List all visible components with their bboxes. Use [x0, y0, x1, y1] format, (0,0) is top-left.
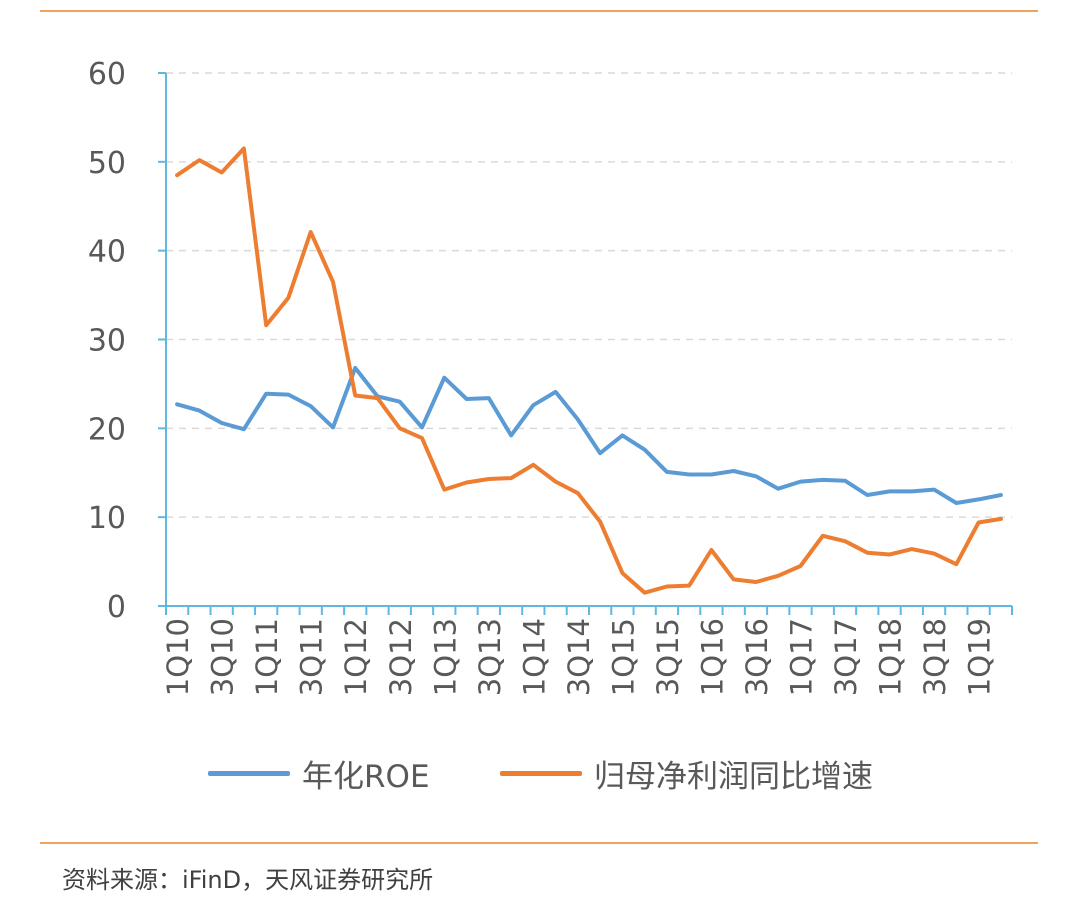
legend-item-roe: 年化ROE — [208, 748, 430, 798]
x-tick-label: 3Q18 — [918, 618, 952, 696]
x-tick-label: 3Q11 — [295, 618, 329, 696]
x-tick-label: 3Q16 — [740, 618, 774, 696]
x-tick-label: 1Q14 — [517, 618, 551, 696]
x-tick-label: 1Q13 — [428, 618, 462, 696]
x-tick-label: 3Q12 — [384, 618, 418, 696]
x-tick-label: 1Q16 — [695, 618, 729, 696]
x-tick-label: 3Q13 — [473, 618, 507, 696]
y-tick-label: 30 — [88, 324, 126, 359]
y-tick-label: 0 — [107, 590, 126, 625]
legend-label-roe: 年化ROE — [302, 758, 430, 795]
legend-label-profit-growth: 归母净利润同比增速 — [594, 758, 873, 795]
y-tick-label: 50 — [88, 146, 126, 181]
top-rule — [40, 10, 1038, 12]
y-tick-label: 10 — [88, 501, 126, 536]
x-tick-label: 3Q15 — [651, 618, 685, 696]
legend-swatch-profit-growth — [500, 770, 582, 776]
line-chart: 0 10 20 30 40 50 60 1Q10 3Q10 1Q11 3Q11 1Q12 3Q12 1Q1… — [88, 57, 1013, 696]
x-tick-label: 3Q17 — [829, 618, 863, 696]
legend-swatch-roe — [208, 770, 290, 776]
x-tick-label: 1Q11 — [250, 618, 284, 696]
legend-item-profit-growth: 归母净利润同比增速 — [500, 748, 873, 798]
x-tick-label: 3Q14 — [562, 618, 596, 696]
x-tick-label: 1Q15 — [606, 618, 640, 696]
series-line-profit-growth — [175, 146, 1003, 595]
y-tick-label: 20 — [88, 412, 126, 447]
x-tick-label: 1Q17 — [785, 618, 819, 696]
y-tick-label: 60 — [88, 57, 126, 92]
x-tick-label: 1Q10 — [161, 618, 195, 696]
x-tick-label: 1Q18 — [874, 618, 908, 696]
x-tick-label: 1Q12 — [339, 618, 373, 696]
x-tick-label: 3Q10 — [206, 618, 240, 696]
legend: 年化ROE 归母净利润同比增速 — [0, 748, 1080, 798]
x-tick-label: 1Q19 — [963, 618, 997, 696]
source-note: 资料来源：iFinD，天风证券研究所 — [62, 866, 434, 894]
series-line-roe — [175, 365, 1003, 505]
bottom-rule — [40, 842, 1038, 844]
y-tick-label: 40 — [88, 235, 126, 270]
